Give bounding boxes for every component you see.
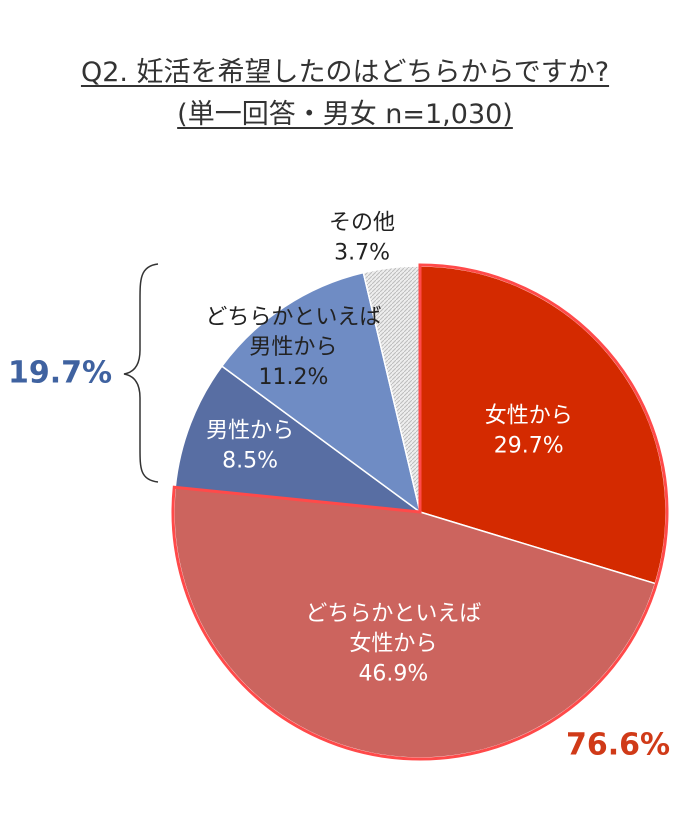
slice-value-label: 46.9% <box>358 662 428 687</box>
slice-category-label: 男性から <box>249 335 337 360</box>
slice-category-label: 女性から <box>349 632 437 657</box>
chart-subtitle: (単一回答・男女 n=1,030) <box>177 99 513 130</box>
slice-category-label: 女性から <box>485 403 573 428</box>
chart-title: Q2. 妊活を希望したのはどちらからですか? <box>80 57 610 88</box>
slice-value-label: 3.7% <box>334 240 390 265</box>
group-brace <box>123 263 159 483</box>
pie-slice <box>174 365 423 514</box>
slice-category-label: どちらかといえば <box>305 602 481 627</box>
slice-category-label: どちらかといえば <box>205 305 381 330</box>
pie-slice <box>220 271 422 514</box>
slice-value-label: 8.5% <box>222 449 278 474</box>
slice-category-label: 男性から <box>206 419 294 444</box>
group-outline <box>171 263 669 761</box>
slice-value-label: 11.2% <box>258 365 328 390</box>
slice-value-label: 29.7% <box>494 433 564 458</box>
slice-category-label: その他 <box>329 210 395 235</box>
group-total-label: 76.6% <box>566 728 670 763</box>
group-total-label: 19.7% <box>8 356 112 391</box>
